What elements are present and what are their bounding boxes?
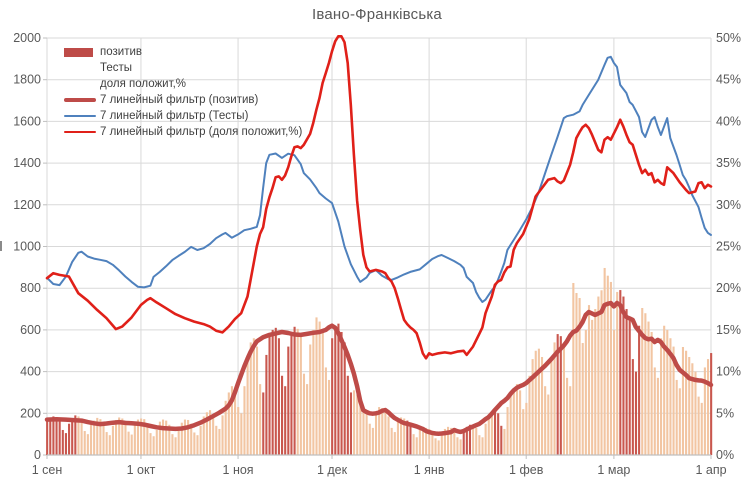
svg-text:15%: 15% [716,323,741,337]
svg-text:30%: 30% [716,198,741,212]
svg-text:25%: 25% [716,240,741,254]
bar-swatch-icon [64,47,96,57]
svg-text:600: 600 [20,323,41,337]
legend-item-tests: Тесты [64,60,302,76]
svg-text:45%: 45% [716,73,741,87]
svg-text:0: 0 [34,448,41,462]
svg-text:5%: 5% [716,406,734,420]
legend-label: 7 линейный фильтр (доля положит,%) [100,126,303,138]
svg-text:1 янв: 1 янв [414,463,445,477]
legend-item-filter-share: 7 линейный фильтр (доля положит,%) [64,124,302,140]
bar-swatch-icon [64,80,96,89]
svg-text:1 ноя: 1 ноя [223,463,254,477]
bar-swatch-icon [64,64,96,73]
legend: позитив Тесты доля положит,% 7 линейный … [64,44,302,140]
svg-text:10%: 10% [716,365,741,379]
svg-text:40%: 40% [716,114,741,128]
svg-text:35%: 35% [716,156,741,170]
svg-text:1 дек: 1 дек [317,463,348,477]
svg-text:1 мар: 1 мар [597,463,630,477]
svg-text:1600: 1600 [13,114,41,128]
chart-title: Івано-Франківська [312,6,442,23]
svg-text:1 апр: 1 апр [695,463,726,477]
line-swatch-icon [64,130,96,134]
legend-label: Тесты [100,62,133,74]
svg-text:400: 400 [20,365,41,379]
clipped-axis-title-mark [0,241,2,251]
svg-text:1 фев: 1 фев [509,463,544,477]
line-swatch-icon [64,98,96,102]
svg-text:1 окт: 1 окт [127,463,156,477]
svg-text:50%: 50% [716,31,741,45]
legend-item-share: доля положит,% [64,76,302,92]
legend-label: 7 линейный фильтр (позитив) [100,94,259,106]
svg-text:1 сен: 1 сен [32,463,63,477]
legend-label: доля положит,% [100,78,186,90]
svg-text:20%: 20% [716,281,741,295]
svg-text:1000: 1000 [13,240,41,254]
legend-item-filter-positive: 7 линейный фильтр (позитив) [64,92,302,108]
svg-text:1800: 1800 [13,73,41,87]
legend-label: позитив [100,46,142,58]
svg-text:0%: 0% [716,448,734,462]
line-swatch-icon [64,115,96,117]
svg-text:800: 800 [20,281,41,295]
svg-text:1200: 1200 [13,198,41,212]
legend-label: 7 линейный фильтр (Тесты) [100,110,249,122]
legend-item-positive: позитив [64,44,302,60]
svg-text:2000: 2000 [13,31,41,45]
svg-text:1400: 1400 [13,156,41,170]
svg-text:200: 200 [20,406,41,420]
legend-item-filter-tests: 7 линейный фильтр (Тесты) [64,108,302,124]
